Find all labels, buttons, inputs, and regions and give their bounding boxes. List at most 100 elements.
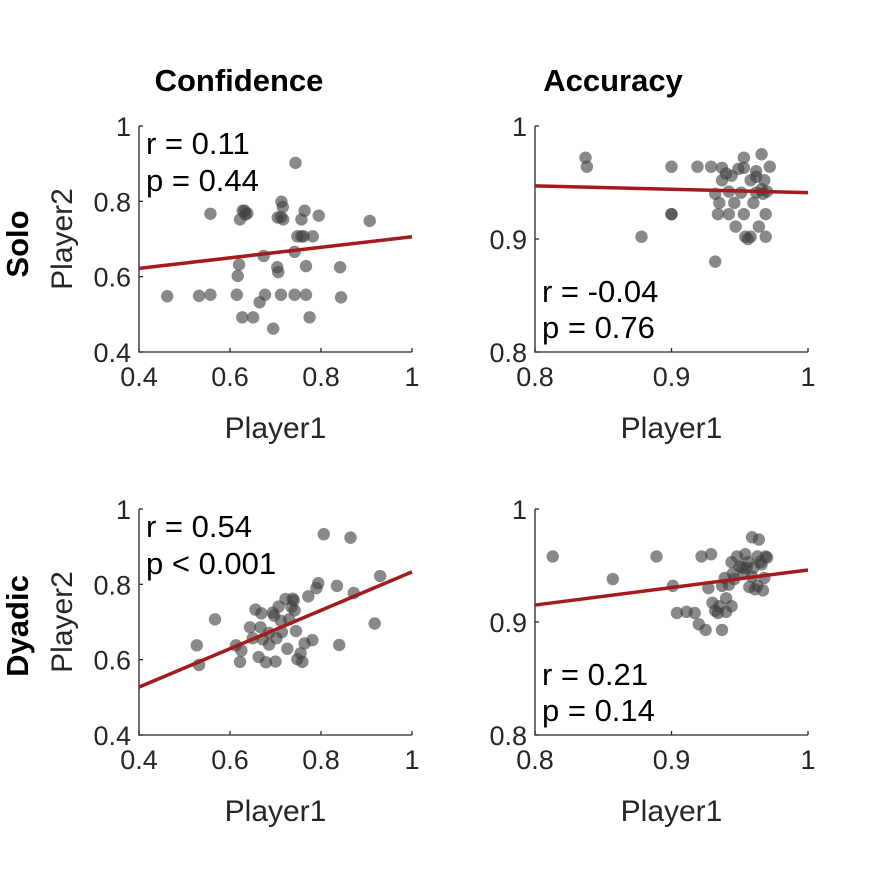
y-tick-label: 0.8 — [93, 187, 131, 217]
regression-line — [138, 570, 413, 689]
data-point — [281, 642, 294, 655]
data-point — [763, 160, 776, 173]
data-point — [373, 569, 387, 583]
data-point — [635, 230, 648, 243]
data-point — [243, 621, 257, 634]
data-point — [737, 161, 751, 175]
data-point — [606, 572, 620, 586]
data-point — [747, 196, 760, 210]
data-point — [546, 550, 559, 563]
stat-p: p = 0.44 — [146, 163, 259, 198]
data-point — [711, 207, 725, 221]
data-point — [269, 655, 282, 668]
x-tick-label: 1 — [800, 362, 815, 392]
data-point — [306, 230, 320, 243]
data-point — [665, 160, 678, 173]
data-point — [704, 160, 718, 173]
data-point — [161, 290, 174, 303]
data-point — [729, 220, 742, 233]
data-point — [299, 288, 313, 301]
y-axis-label: Player2 — [46, 571, 79, 673]
data-point — [688, 606, 701, 620]
data-point — [722, 207, 736, 221]
x-tick-label: 0.8 — [302, 362, 340, 392]
data-point — [312, 577, 325, 590]
data-point — [306, 633, 319, 647]
x-tick-label: 0.4 — [120, 745, 158, 775]
row-title-solo: Solo — [0, 210, 35, 277]
x-axis-label: Player1 — [225, 795, 327, 828]
stat-r: r = 0.54 — [146, 509, 252, 544]
y-tick-label: 0.6 — [93, 646, 131, 676]
y-tick-label: 0.8 — [489, 721, 527, 751]
data-point — [276, 200, 289, 214]
data-point — [708, 255, 722, 268]
x-tick-label: 0.6 — [211, 362, 249, 392]
column-title-confidence: Confidence — [155, 63, 324, 98]
data-point — [258, 288, 272, 301]
data-point — [704, 548, 718, 561]
stat-r: r = -0.04 — [542, 274, 658, 309]
data-point — [277, 213, 290, 226]
data-point — [259, 656, 273, 669]
data-point — [691, 160, 704, 173]
y-tick-label: 0.8 — [93, 570, 131, 600]
data-point — [737, 151, 751, 164]
data-point — [204, 288, 217, 301]
data-point — [287, 594, 300, 607]
data-point — [288, 604, 301, 617]
data-point — [296, 655, 309, 669]
data-point — [713, 196, 726, 210]
data-point — [330, 579, 344, 593]
data-point — [231, 269, 244, 283]
data-point — [190, 639, 203, 652]
panel-solo-confidence: 0.4 0.6 0.8 1 0.4 0.6 0.8 1 Player1 Player2 r = 0.… — [46, 112, 420, 445]
data-point — [334, 291, 348, 304]
data-point — [299, 259, 313, 273]
data-point — [744, 230, 757, 243]
data-point — [699, 623, 712, 637]
data-point — [333, 261, 347, 274]
data-point — [665, 207, 678, 221]
data-point — [208, 613, 222, 626]
data-point — [752, 220, 766, 233]
data-point — [272, 265, 285, 279]
data-point — [756, 584, 770, 597]
regression-line — [534, 568, 809, 607]
data-point — [302, 590, 315, 603]
data-point — [236, 311, 249, 324]
y-tick-label: 0.9 — [489, 225, 527, 255]
y-tick-label: 1 — [116, 112, 131, 142]
y-tick-label: 0.6 — [93, 263, 131, 293]
regression-line — [138, 235, 413, 271]
x-tick-label: 0.6 — [211, 745, 249, 775]
y-tick-label: 1 — [512, 495, 527, 525]
stat-p: p < 0.001 — [146, 546, 276, 581]
data-point — [241, 207, 254, 220]
y-tick-label: 0.4 — [93, 338, 131, 368]
data-point — [702, 581, 715, 595]
x-tick-label: 0.4 — [120, 362, 158, 392]
data-point — [230, 288, 244, 301]
data-point — [760, 551, 774, 564]
panel-dyadic-confidence: 0.4 0.6 0.8 1 0.4 0.6 0.8 1 Player1 Player2 r = 0.… — [46, 495, 420, 828]
data-point — [267, 322, 280, 335]
data-point — [289, 156, 302, 170]
data-point — [317, 528, 330, 541]
y-tick-label: 0.9 — [489, 608, 527, 638]
regression-line — [534, 184, 809, 195]
data-point — [758, 174, 771, 187]
data-point — [650, 550, 663, 563]
data-point — [368, 617, 381, 630]
data-point — [759, 230, 772, 243]
x-tick-label: 1 — [404, 745, 419, 775]
y-axis-label: Player2 — [46, 188, 79, 290]
data-point — [759, 207, 772, 221]
data-point — [695, 550, 708, 563]
x-axis-label: Player1 — [621, 795, 723, 828]
data-point — [233, 655, 247, 669]
data-point — [755, 148, 768, 161]
panel-dyadic-accuracy: 0.8 0.9 1 0.8 0.9 1 Player1 r = 0.21p = 0.14 — [489, 495, 815, 828]
data-point — [204, 207, 217, 220]
